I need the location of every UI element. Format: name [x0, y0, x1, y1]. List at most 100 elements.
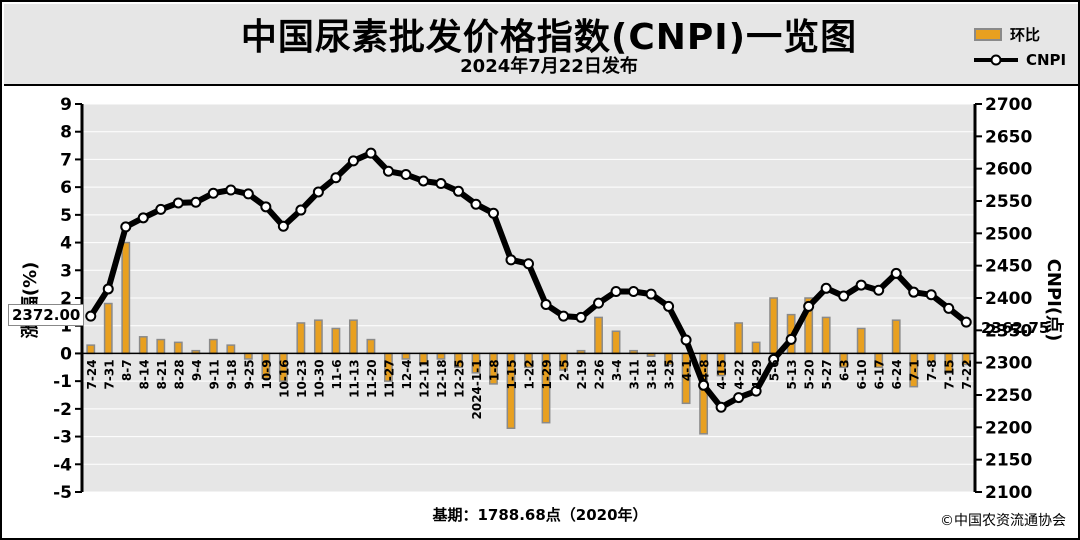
- cnpi-point: [417, 175, 429, 187]
- x-tick-label: 1-15: [505, 359, 519, 389]
- x-tick-label: 11-20: [365, 359, 379, 397]
- left-tick-label: 0: [60, 344, 72, 364]
- cnpi-point: [330, 172, 342, 184]
- cnpi-point: [960, 316, 972, 328]
- x-tick-label: 6-17: [873, 359, 887, 389]
- cnpi-point: [242, 188, 254, 200]
- left-tick-label: 1: [60, 317, 72, 337]
- bar-mark: [436, 352, 446, 360]
- bar-mark: [401, 352, 411, 360]
- bar-mark: [156, 338, 166, 355]
- x-tick-label: 3-18: [645, 359, 659, 389]
- cnpi-point: [890, 267, 902, 279]
- legend-bar-label: 环比: [1010, 25, 1041, 44]
- cnpi-point: [750, 385, 762, 397]
- cnpi-point: [575, 311, 587, 323]
- start-value-callout: 2372.00: [8, 304, 85, 326]
- x-tick-label: 3-25: [663, 359, 677, 389]
- cnpi-point: [435, 178, 447, 190]
- x-tick-label: 8-28: [172, 359, 186, 389]
- right-axis-title: CNPI(点): [1043, 259, 1065, 342]
- left-tick-label: 4: [60, 234, 72, 254]
- cnpi-point: [295, 204, 307, 216]
- left-tick-label: 8: [60, 123, 72, 143]
- x-tick-label: 3-11: [628, 359, 642, 389]
- x-tick-label: 5-20: [803, 359, 817, 389]
- x-tick-label: 9-4: [190, 359, 204, 381]
- x-tick-label: 9-11: [207, 359, 221, 389]
- chart-title: 中国尿素批发价格指数(CNPI)一览图: [240, 17, 858, 58]
- x-tick-label: 8-21: [155, 359, 169, 389]
- x-tick-label: 11-13: [347, 359, 361, 397]
- cnpi-point: [225, 184, 237, 196]
- cnpi-point: [733, 392, 745, 404]
- base-period-note: 基期：1788.68点（2020年）: [432, 506, 648, 524]
- bar-mark: [103, 302, 113, 355]
- x-tick-label: 12-11: [417, 359, 431, 397]
- x-tick-label: 1-22: [523, 359, 537, 389]
- left-tick-label: 7: [60, 150, 72, 170]
- cnpi-point: [487, 207, 499, 219]
- left-tick-label: 5: [60, 206, 72, 226]
- cnpi-point: [645, 288, 657, 300]
- left-tick-label: -3: [53, 428, 72, 448]
- right-tick-label: 2400: [985, 289, 1032, 309]
- x-tick-label: 2-19: [575, 359, 589, 389]
- x-tick-label: 7-24: [85, 359, 99, 389]
- x-tick-label: 4-22: [733, 359, 747, 389]
- cnpi-point: [172, 197, 184, 209]
- cnpi-point: [628, 286, 640, 298]
- cnpi-point: [680, 334, 692, 346]
- x-tick-label: 9-18: [225, 359, 239, 389]
- x-tick-label: 7-22: [960, 359, 974, 389]
- cnpi-point: [347, 155, 359, 167]
- cnpi-point: [452, 185, 464, 197]
- bar-mark: [226, 344, 236, 355]
- left-tick-label: 3: [60, 261, 72, 281]
- legend-bar-swatch-icon: [974, 27, 1002, 41]
- left-tick-label: -1: [53, 372, 72, 392]
- right-tick-label: 2200: [985, 418, 1032, 438]
- bar-mark: [121, 241, 131, 355]
- bar-mark: [243, 352, 253, 360]
- x-tick-label: 4-8: [698, 359, 712, 381]
- x-tick-label: 7-1: [908, 359, 922, 381]
- x-tick-label: 6-24: [890, 359, 904, 389]
- cnpi-point: [470, 198, 482, 210]
- bar-mark: [734, 322, 744, 355]
- right-tick-label: 2550: [985, 192, 1032, 212]
- legend-item-bar: 环比: [974, 24, 1040, 44]
- cnpi-point: [908, 286, 920, 298]
- bar-mark: [86, 344, 96, 355]
- bar-mark: [891, 319, 901, 355]
- cnpi-point: [260, 201, 272, 213]
- left-tick-label: -2: [53, 400, 72, 420]
- x-tick-label: 2024-1-1: [470, 359, 484, 419]
- x-tick-label: 7-31: [102, 359, 116, 389]
- cnpi-point: [855, 279, 867, 291]
- cnpi-point: [540, 298, 552, 310]
- chart-subtitle: 2024年7月22日发布: [460, 56, 638, 77]
- right-tick-label: 2450: [985, 257, 1032, 277]
- cnpi-point: [207, 187, 219, 199]
- cnpi-point: [523, 258, 534, 270]
- x-tick-label: 12-4: [400, 359, 414, 389]
- bar-mark: [296, 322, 306, 355]
- x-tick-label: 3-4: [610, 359, 624, 381]
- bar-mark: [348, 319, 358, 355]
- x-tick-label: 6-10: [855, 359, 869, 389]
- bar-mark: [751, 341, 761, 355]
- right-tick-label: 2650: [985, 127, 1032, 147]
- cnpi-point: [85, 310, 97, 322]
- legend-line-label: CNPI: [1026, 51, 1067, 69]
- right-tick-label: 2350: [985, 321, 1032, 341]
- left-tick-label: 9: [60, 95, 72, 115]
- cnpi-point: [593, 297, 605, 309]
- x-tick-label: 6-3: [838, 359, 852, 381]
- x-tick-label: 10-23: [295, 359, 309, 397]
- cnpi-point: [137, 212, 149, 224]
- cnpi-point: [925, 289, 937, 301]
- cnpi-point: [820, 282, 832, 294]
- left-tick-label: 2: [60, 289, 72, 309]
- cnpi-point: [838, 290, 850, 302]
